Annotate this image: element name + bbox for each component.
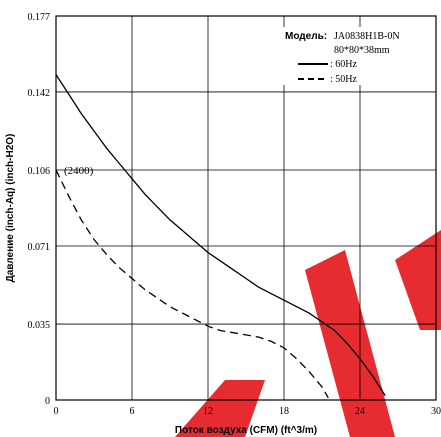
legend: Модель: JA0838H1B-0N 80*80*38mm : 60Hz :…	[282, 27, 430, 85]
x-axis-label: Поток воздуха (CFM) (ft^3/m)	[175, 425, 317, 436]
y-axis-label: Давление (inch-Aq) (inch-H2O)	[5, 134, 16, 283]
watermark-logo	[175, 230, 441, 437]
y-tick-label: 0.142	[28, 88, 51, 99]
x-tick-label: 30	[431, 406, 441, 417]
series-line-50hz	[55, 169, 329, 399]
y-tick-labels: 0 0.035 0.071 0.106 0.142 0.177	[28, 12, 51, 407]
x-tick-labels: 0 6 12 18 24 30	[54, 406, 441, 417]
x-tick-label: 24	[355, 406, 365, 417]
legend-size: 80*80*38mm	[334, 45, 390, 56]
legend-model-label: Модель:	[285, 31, 327, 42]
y-tick-label: 0.106	[28, 166, 51, 177]
legend-box	[282, 27, 430, 85]
plot-frame	[55, 15, 437, 401]
legend-model: JA0838H1B-0N	[334, 31, 400, 42]
x-tick-label: 12	[203, 406, 213, 417]
y-tick-label: 0.035	[28, 320, 51, 331]
annotation-2400: (2400)	[64, 165, 94, 177]
y-tick-label: 0	[45, 396, 50, 407]
x-tick-label: 18	[279, 406, 289, 417]
legend-60hz-label: : 60Hz	[330, 59, 358, 70]
legend-50hz-label: : 50Hz	[330, 74, 358, 85]
y-tick-label: 0.071	[28, 242, 51, 253]
x-tick-label: 0	[54, 406, 59, 417]
y-tick-label: 0.177	[28, 12, 51, 23]
series-layer	[55, 74, 386, 399]
x-tick-label: 6	[130, 406, 135, 417]
series-line-60hz	[55, 74, 386, 397]
